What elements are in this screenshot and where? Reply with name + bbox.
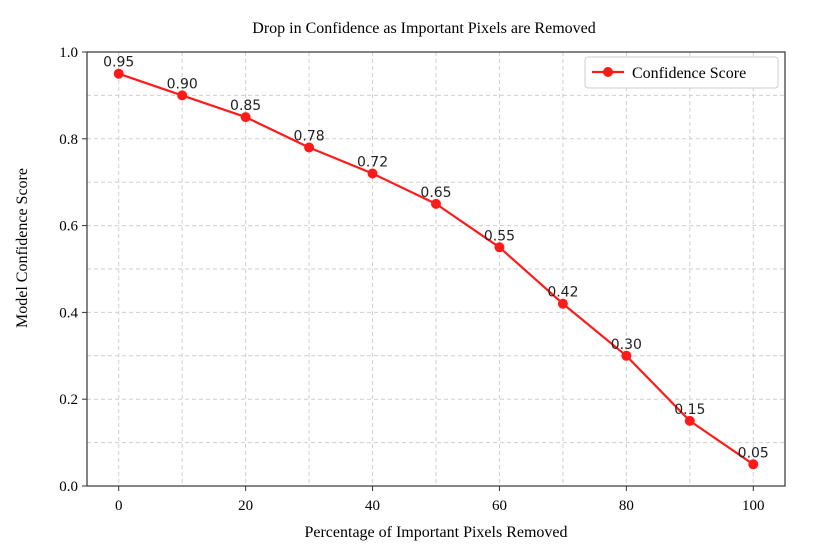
data-label: 0.15 [674,402,705,418]
x-tick-label: 60 [492,498,507,514]
data-point [557,298,568,309]
data-label: 0.85 [230,98,261,114]
data-point [431,198,441,209]
x-axis-label: Percentage of Important Pixels Removed [304,524,567,541]
data-point [113,68,124,79]
data-label: 0.05 [738,445,769,461]
plot-frame [86,51,786,487]
data-labels: 0.95 0.90 0.85 0.78 0.72 0.65 0.55 0.42 0.30 0.15… [103,55,769,462]
data-point [367,168,378,179]
data-point [177,90,188,101]
y-tick-label: 0.2 [59,392,78,408]
x-tick-label: 20 [238,498,253,514]
axis-ticks: 0 20 40 60 80 100 0.0 0.2 0.4 0.6 0.8 1.0 [59,45,764,514]
y-tick-label: 0.4 [59,305,78,321]
data-label: 0.95 [103,55,134,71]
chart-title: Drop in Confidence as Important Pixels a… [252,20,595,37]
data-point [621,350,632,361]
x-tick-label: 100 [742,498,765,514]
data-label: 0.72 [357,155,388,171]
y-tick-label: 0.0 [59,479,78,495]
x-tick-label: 80 [619,498,634,514]
data-label: 0.78 [294,128,325,144]
data-point [684,415,695,426]
data-label: 0.90 [167,76,198,92]
y-tick-label: 0.6 [59,219,78,235]
data-point [304,142,315,153]
data-label: 0.30 [611,337,642,353]
data-label: 0.55 [484,228,515,244]
grid [87,52,785,486]
data-point [748,459,759,470]
data-label: 0.42 [547,285,578,301]
data-point [494,242,505,253]
x-tick-label: 40 [365,498,380,514]
legend-box [584,56,779,89]
legend-label: Confidence Score [632,65,746,82]
series-layer [113,68,759,470]
data-label: 0.65 [420,185,451,201]
y-tick-label: 0.8 [59,132,78,148]
x-tick-label: 0 [115,498,123,514]
legend: Confidence Score [584,56,779,89]
data-point [240,112,251,123]
y-axis-label: Model Confidence Score [14,168,31,328]
legend-marker [603,67,613,77]
y-tick-label: 1.0 [59,45,78,61]
